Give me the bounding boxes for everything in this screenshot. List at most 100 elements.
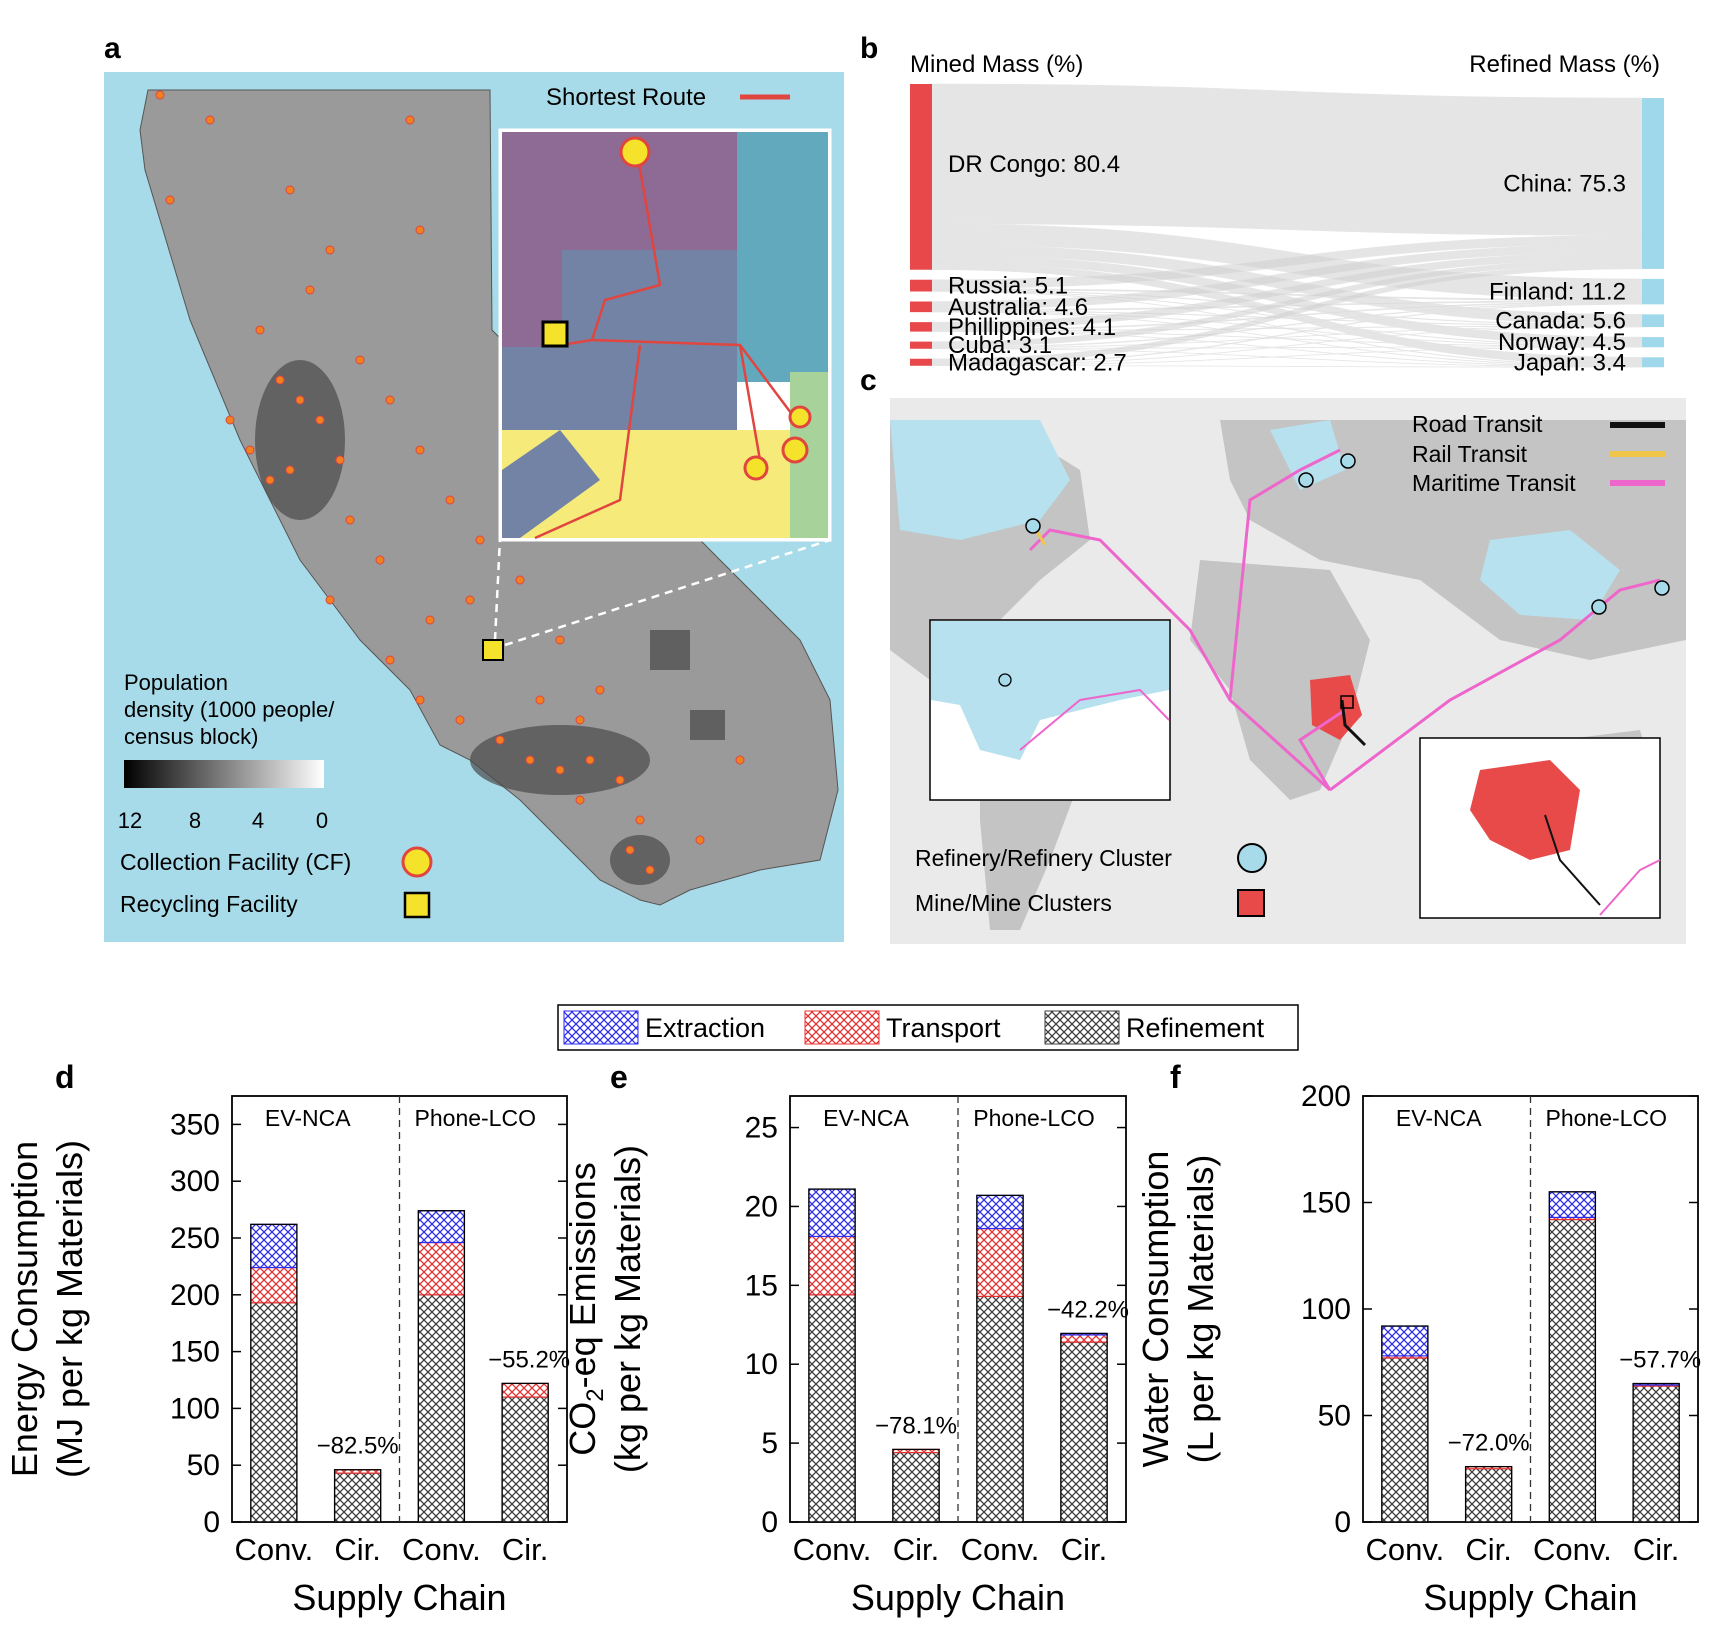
cf-dot (415, 445, 425, 455)
sankey-flow (931, 346, 1643, 366)
y-tick-label: 20 (745, 1190, 778, 1223)
panel-c: c Road Transit Rail Tran (860, 364, 1686, 944)
cf-dot (415, 695, 425, 705)
y-tick-label: 50 (1318, 1400, 1351, 1433)
bar-segment-refinement (1632, 1385, 1680, 1523)
inset-shortest-route (534, 139, 801, 540)
cf-dot (335, 455, 345, 465)
maritime-routes (1028, 448, 1661, 792)
cf-dot (295, 395, 305, 405)
inset-road-route (1544, 814, 1601, 906)
x-tick-label: Cir. (1465, 1532, 1512, 1567)
bar-segment-refinement (333, 1472, 382, 1523)
pop-density-title-3: census block) (124, 724, 259, 749)
recycling-facility-label: Recycling Facility (120, 891, 298, 917)
africa (1190, 560, 1370, 800)
y-tick-label: 150 (1301, 1187, 1351, 1220)
inset-recycling-facility (541, 320, 569, 348)
bar-outline (1381, 1325, 1429, 1523)
y-tick-label: 50 (187, 1449, 220, 1482)
cf-dot (255, 325, 265, 335)
sankey-label-mined: Phillippines: 4.1 (948, 314, 1116, 341)
cf-dot (285, 465, 295, 475)
group-label: Phone-LCO (415, 1105, 536, 1131)
bar-segment-transport (808, 1235, 856, 1296)
shortest-route-label: Shortest Route (546, 84, 706, 111)
y-tick-label: 25 (745, 1112, 778, 1145)
legend-swatch-refinement (1044, 1010, 1120, 1045)
y-axis-label-1: CO2-eq Emissions (562, 1162, 609, 1455)
cf-dot (415, 225, 425, 235)
bar-segment-refinement (892, 1451, 940, 1523)
cf-dot (305, 285, 315, 295)
county-block-2 (690, 710, 725, 740)
panel-label-d: d (55, 1059, 75, 1095)
cf-dot (325, 595, 335, 605)
cf-dot (595, 685, 605, 695)
y-axis-label-2: (kg per kg Materials) (607, 1145, 648, 1473)
y-tick-label: 200 (170, 1279, 220, 1312)
bar-segment-transport (976, 1227, 1024, 1297)
refinery-norway (1298, 472, 1314, 488)
cbar-tick-0: 12 (118, 808, 142, 833)
refinery-legend-icon (1237, 843, 1267, 873)
cbar-tick-1: 8 (189, 808, 201, 833)
panel-label-f: f (1170, 1059, 1181, 1095)
inset-teal (737, 132, 828, 382)
mine-cluster-label: Mine/Mine Clusters (915, 890, 1112, 916)
bar-outline (1548, 1191, 1597, 1523)
pop-density-title-1: Population (124, 670, 228, 695)
sankey-node-refined (1642, 314, 1664, 328)
sd-cluster (610, 835, 670, 885)
bar-outline (1464, 1465, 1513, 1523)
legend-frame (557, 1004, 1299, 1051)
bar-segment-transport (250, 1266, 298, 1304)
bar-outline (417, 1210, 466, 1523)
inset-cf-2 (788, 405, 812, 429)
bar-segment-refinement (808, 1294, 856, 1523)
cf-dot (325, 245, 335, 255)
sankey-node-mined (910, 341, 932, 349)
refinery-cluster-label: Refinery/Refinery Cluster (915, 845, 1172, 871)
cf-dot (225, 415, 235, 425)
sankey-label-refined: China: 75.3 (1503, 170, 1626, 197)
rail-transit-label: Rail Transit (1412, 441, 1528, 467)
pop-density-title-2: density (1000 people/ (124, 697, 335, 722)
bar-segment-refinement (1381, 1357, 1429, 1523)
road-transit-label: Road Transit (1412, 411, 1543, 437)
bar-segment-refinement (417, 1294, 466, 1523)
cf-dot (475, 535, 485, 545)
sankey-label-refined: Canada: 5.6 (1495, 308, 1626, 335)
sankey-node-mined (910, 301, 932, 313)
legend-label-refinement: Refinement (1126, 1013, 1265, 1043)
bar-outline (976, 1194, 1024, 1523)
bar-outline (1632, 1382, 1680, 1523)
x-axis-label: Supply Chain (1423, 1577, 1637, 1618)
bar-outline (250, 1223, 298, 1523)
population-colorbar (124, 760, 324, 788)
sankey-label-refined: Japan: 3.4 (1514, 349, 1626, 376)
sankey-label-refined: Norway: 4.5 (1498, 329, 1626, 356)
cf-dot (555, 765, 565, 775)
finland-norway (1270, 420, 1345, 490)
reduction-annotation: −55.2% (488, 1346, 570, 1373)
cf-dot (575, 715, 585, 725)
inset-na-refinery (998, 673, 1012, 687)
bar-segment-refinement (501, 1396, 549, 1523)
chart-water: 0 50 100 150 200 EV-NCA Phone-LCO Conv. Cir. −72.… (1135, 1080, 1701, 1618)
x-tick-label: Cir. (1633, 1532, 1680, 1567)
reduction-annotation: −82.5% (317, 1433, 399, 1460)
x-tick-label: Cir. (893, 1532, 940, 1567)
y-tick-label: 250 (170, 1222, 220, 1255)
reduction-annotation: −57.7% (1619, 1347, 1701, 1374)
inset-na-maritime (1019, 688, 1170, 751)
sankey-node-refined (1642, 337, 1664, 348)
sankey-node-mined (910, 358, 932, 366)
inset-blue-wedge (502, 430, 600, 538)
group-label: EV-NCA (1396, 1105, 1482, 1131)
cf-dot (585, 755, 595, 765)
y-tick-label: 0 (761, 1506, 778, 1539)
bar-segment-transport (417, 1241, 466, 1296)
legend-swatch-transport (804, 1010, 880, 1045)
